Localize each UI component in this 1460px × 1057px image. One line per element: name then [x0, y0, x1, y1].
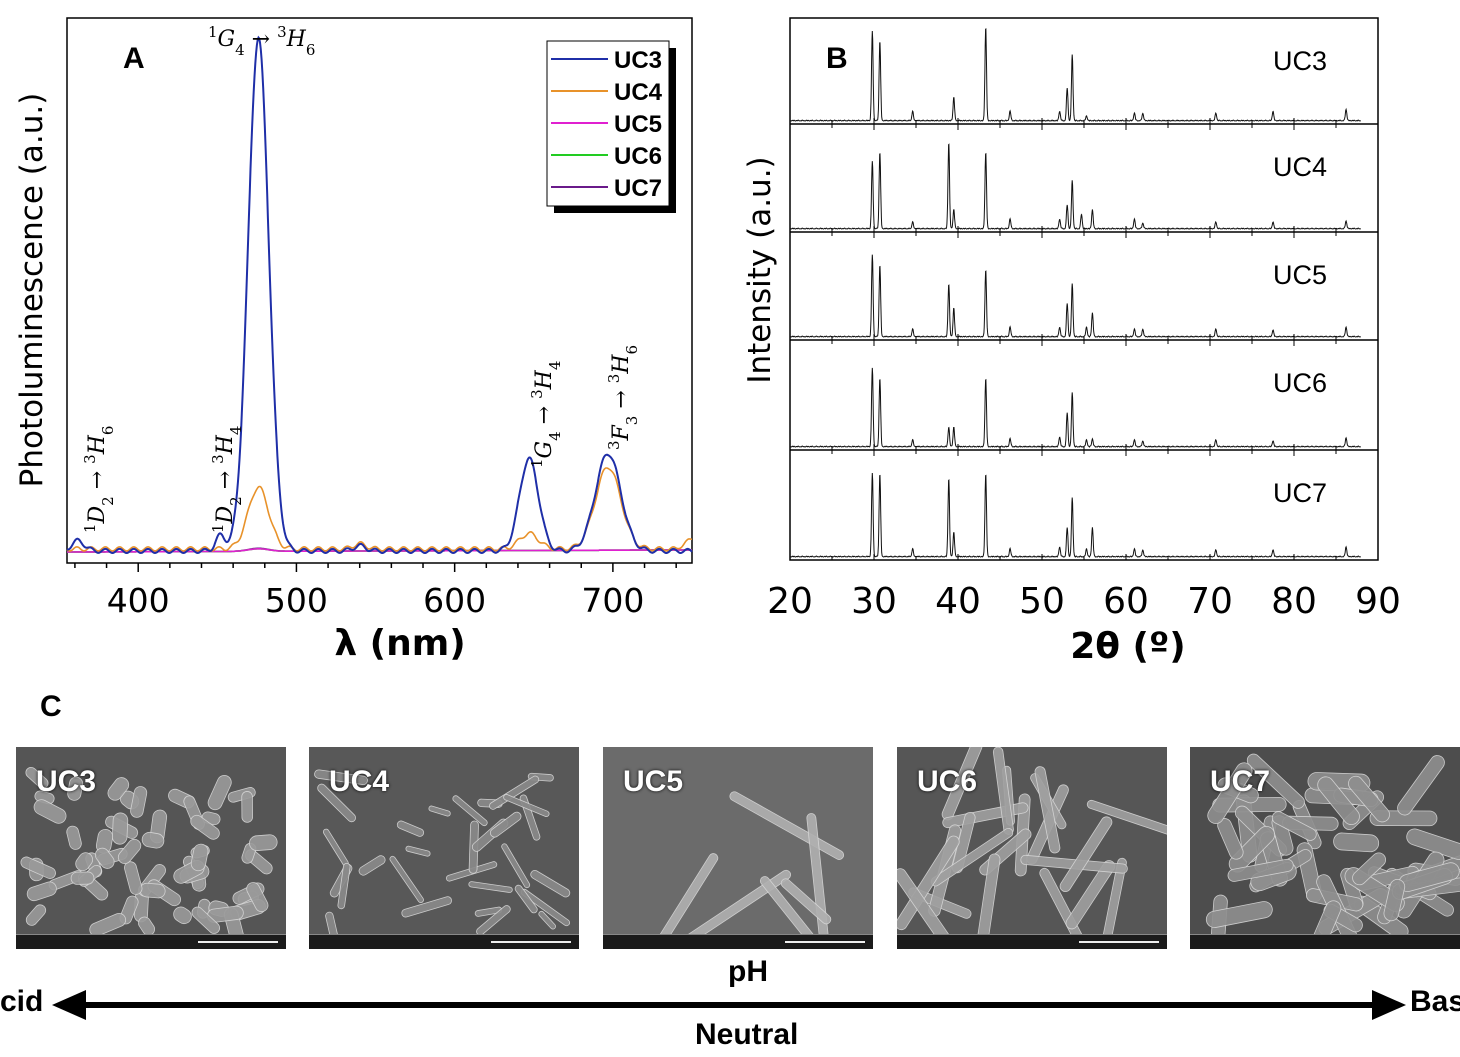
panel-a-legend: UC3 UC4 UC5 UC6 UC7	[546, 40, 676, 213]
acid-label: cid	[0, 985, 44, 1018]
neutral-label: Neutral	[695, 1018, 799, 1051]
pattern-label: UC6	[1273, 368, 1327, 398]
sem-image-uc7: UC7	[1190, 747, 1460, 949]
panel-a-xlabel: λ (nm)	[334, 623, 465, 664]
transition-label: 1G4 → 3H4	[528, 361, 564, 468]
x-tick-label: 600	[423, 581, 486, 620]
panel-a-ylabel: Photoluminescence (a.u.)	[14, 93, 50, 488]
xrd-pattern-uc4	[789, 143, 1362, 230]
sem-texture	[1205, 753, 1460, 949]
sem-image-uc3: UC3	[16, 747, 286, 949]
legend-entry: UC6	[614, 143, 662, 170]
x-tick-label: 30	[851, 581, 897, 622]
panel-b: B UC3 UC4 UC5 UC6 UC7 20 30 40 50 60 70 80 90 Inten…	[742, 17, 1401, 667]
x-tick-label: 40	[935, 581, 981, 622]
sem-info-bar	[309, 934, 579, 949]
sem-info-bar	[16, 934, 286, 949]
base-label: Bas	[1410, 985, 1460, 1018]
pattern-label: UC7	[1273, 478, 1327, 508]
legend-entry: UC5	[614, 111, 662, 138]
panel-b-xlabel: 2θ (º)	[1070, 626, 1186, 667]
pattern-label: UC4	[1273, 152, 1327, 182]
transition-label: 1D2 → 3H4	[209, 426, 245, 533]
xrd-pattern-uc6	[789, 367, 1362, 448]
legend-entry: UC7	[614, 175, 662, 202]
sem-texture	[314, 769, 571, 941]
sem-texture	[897, 747, 1167, 949]
legend-entry: UC3	[614, 47, 662, 74]
panel-b-letter: B	[826, 42, 848, 75]
panel-a-frame	[66, 17, 693, 564]
panel-a: A 400 500 600 700 Photoluminescence (a.u.) …	[14, 17, 693, 664]
ph-label: pH	[728, 955, 768, 988]
sem-label: UC6	[917, 765, 978, 798]
x-tick-label: 700	[581, 581, 644, 620]
xrd-pattern-uc5	[789, 254, 1362, 338]
x-tick-label: 20	[767, 581, 813, 622]
pattern-label: UC3	[1273, 46, 1327, 76]
x-tick-label: 90	[1355, 581, 1401, 622]
x-tick-label: 400	[107, 581, 170, 620]
panel-b-ylabel: Intensity (a.u.)	[742, 156, 778, 383]
series-line-uc3	[66, 35, 693, 555]
x-tick-label: 60	[1103, 581, 1149, 622]
sem-image-uc4: UC4	[309, 747, 579, 949]
xrd-pattern-uc3	[789, 28, 1362, 122]
panel-a-letter: A	[123, 42, 145, 75]
x-tick-label: 50	[1019, 581, 1065, 622]
x-tick-label: 70	[1187, 581, 1233, 622]
sem-texture	[644, 791, 845, 949]
x-tick-label: 500	[265, 581, 328, 620]
sem-label: UC7	[1210, 765, 1271, 798]
ph-arrow	[52, 990, 1406, 1020]
sem-info-bar	[1190, 934, 1460, 949]
pattern-label: UC5	[1273, 260, 1327, 290]
sem-info-bar	[603, 934, 873, 949]
sem-texture	[20, 766, 278, 945]
sem-info-bar	[897, 934, 1167, 949]
sem-label: UC5	[623, 765, 684, 798]
xrd-pattern-uc7	[789, 472, 1362, 558]
transition-label: 3F3 → 3H6	[605, 345, 641, 450]
panel-c-letter: C	[40, 690, 62, 723]
sem-image-uc5: UC5	[603, 747, 873, 949]
legend-entry: UC4	[614, 79, 663, 106]
sem-label: UC4	[329, 765, 390, 798]
transition-label: 1D2 → 3H6	[81, 426, 117, 533]
sem-image-uc6: UC6	[897, 747, 1167, 949]
sem-label: UC3	[36, 765, 97, 798]
transition-label: 1G4 → 3H6	[208, 23, 315, 59]
x-tick-label: 80	[1271, 581, 1317, 622]
